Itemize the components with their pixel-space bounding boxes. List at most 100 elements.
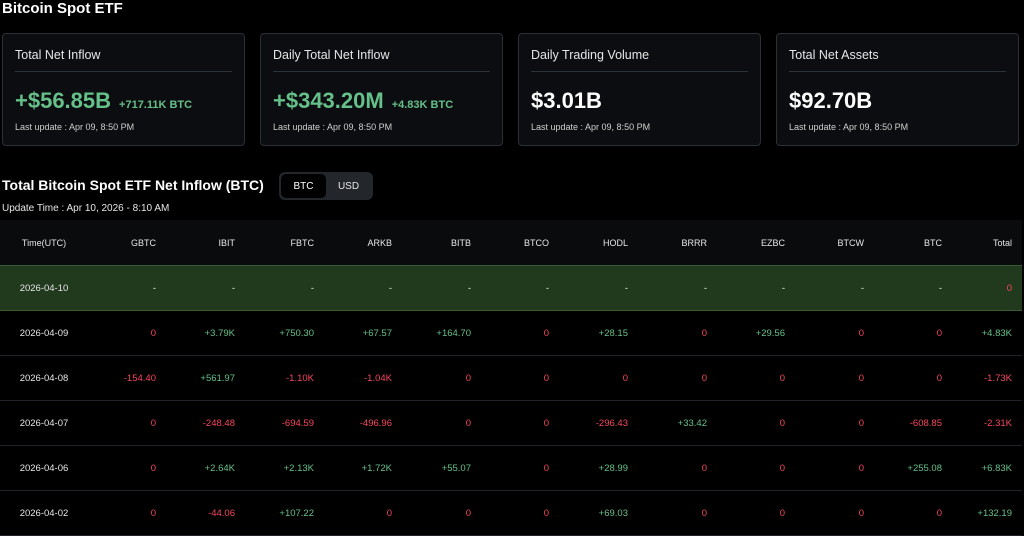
etf-flow-table: Time(UTC) GBTC IBIT FBTC ARKB BITB BTCO HODL BRR…: [0, 220, 1022, 536]
flow-cell: 0: [874, 310, 952, 356]
flow-cell: 0: [638, 310, 717, 356]
flow-cell: 0: [795, 445, 874, 491]
flow-cell: 0: [638, 445, 717, 491]
flow-cell: -: [717, 265, 795, 311]
flow-cell: +255.08: [874, 445, 952, 491]
flow-cell: 0: [874, 355, 952, 401]
flow-cell: 0: [88, 490, 166, 536]
flow-cell: -296.43: [559, 400, 638, 446]
flow-cell: +28.15: [559, 310, 638, 356]
flow-cell: +164.70: [402, 310, 481, 356]
flow-cell: +29.56: [717, 310, 795, 356]
flow-cell: 0: [638, 355, 717, 401]
card-value: $3.01B: [531, 88, 602, 113]
row-date: 2026-04-02: [0, 490, 88, 536]
flow-cell: -608.85: [874, 400, 952, 446]
column-header-btco: BTCO: [481, 220, 559, 266]
flow-cell: +6.83K: [952, 445, 1022, 491]
flow-cell: +750.30: [245, 310, 324, 356]
column-header-ibit: IBIT: [166, 220, 245, 266]
table-row: 2026-04-10- - - - - - - - - - -0: [0, 265, 1022, 311]
flow-cell: 0: [717, 445, 795, 491]
flow-cell: 0: [717, 400, 795, 446]
card-value-row: +$56.85B +717.11K BTC: [15, 88, 192, 114]
card-title: Total Net Assets: [789, 48, 879, 62]
page-title: Bitcoin Spot ETF: [2, 0, 123, 17]
card-divider: [273, 71, 490, 72]
flow-cell: -: [481, 265, 559, 311]
card-title: Daily Trading Volume: [531, 48, 650, 62]
flow-cell: 0: [795, 400, 874, 446]
flow-cell: +1.72K: [324, 445, 402, 491]
flow-cell: +2.13K: [245, 445, 324, 491]
column-header-btc: BTC: [874, 220, 952, 266]
column-header-ezbc: EZBC: [717, 220, 795, 266]
card-divider: [15, 71, 232, 72]
flow-cell: -44.06: [166, 490, 245, 536]
card-sub-value: +4.83K BTC: [391, 99, 454, 111]
flow-cell: -: [795, 265, 874, 311]
flow-cell: 0: [402, 355, 481, 401]
table-row: 2026-04-02 0 -44.06 +107.22 0 0 0 +69.03 0 0 0 0 +13…: [0, 490, 1022, 536]
row-date: 2026-04-10: [0, 265, 88, 311]
flow-cell: 0: [324, 490, 402, 536]
flow-cell: 0: [481, 400, 559, 446]
flow-cell: -1.10K: [245, 355, 324, 401]
card-value: +$343.20M: [273, 88, 384, 113]
row-date: 2026-04-07: [0, 400, 88, 446]
flow-cell: 0: [638, 490, 717, 536]
card-last-update: Last update : Apr 09, 8:50 PM: [15, 122, 135, 132]
toggle-usd-button[interactable]: USD: [337, 180, 360, 192]
section-title: Total Bitcoin Spot ETF Net Inflow (BTC): [2, 177, 264, 193]
toggle-btc-button[interactable]: BTC: [281, 174, 326, 198]
flow-cell: 0: [88, 400, 166, 446]
flow-cell: -496.96: [324, 400, 402, 446]
flow-cell: 0: [795, 490, 874, 536]
column-header-btcw: BTCW: [795, 220, 874, 266]
card-title: Total Net Inflow: [15, 48, 101, 62]
table-row: 2026-04-07 0 -248.48 -694.59 -496.96 0 0 -296.4…: [0, 400, 1022, 446]
flow-cell: -2.31K: [952, 400, 1022, 446]
card-value: $92.70B: [789, 88, 873, 113]
flow-cell: +561.97: [166, 355, 245, 401]
card-last-update: Last update : Apr 09, 8:50 PM: [789, 122, 909, 132]
flow-cell: 0: [402, 400, 481, 446]
flow-cell: +69.03: [559, 490, 638, 536]
flow-cell: 0: [952, 265, 1022, 311]
card-sub-value: +717.11K BTC: [119, 99, 193, 111]
flow-cell: -694.59: [245, 400, 324, 446]
flow-cell: 0: [88, 445, 166, 491]
summary-cards: Total Net Inflow +$56.85B +717.11K BTC Last…: [2, 33, 1022, 146]
flow-cell: 0: [481, 310, 559, 356]
flow-cell: -: [245, 265, 324, 311]
flow-cell: 0: [88, 310, 166, 356]
card-value: +$56.85B: [15, 88, 112, 113]
card-last-update: Last update : Apr 09, 8:50 PM: [531, 122, 651, 132]
flow-cell: 0: [559, 355, 638, 401]
column-header-brrr: BRRR: [638, 220, 717, 266]
flow-cell: 0: [402, 490, 481, 536]
flow-cell: +67.57: [324, 310, 402, 356]
card-value-row: $3.01B: [531, 88, 602, 114]
flow-cell: -1.73K: [952, 355, 1022, 401]
column-header-hodl: HODL: [559, 220, 638, 266]
row-date: 2026-04-06: [0, 445, 88, 491]
column-header-gbtc: GBTC: [88, 220, 166, 266]
card-title: Daily Total Net Inflow: [273, 48, 390, 62]
card-last-update: Last update : Apr 09, 8:50 PM: [273, 122, 393, 132]
summary-card: Daily Trading Volume $3.01B Last update : …: [518, 33, 761, 146]
table-row: 2026-04-06 0 +2.64K +2.13K +1.72K +55.07 0 +28.…: [0, 445, 1022, 491]
flow-cell: -: [402, 265, 481, 311]
card-value-row: +$343.20M +4.83K BTC: [273, 88, 453, 114]
flow-cell: -: [638, 265, 717, 311]
card-divider: [789, 71, 1006, 72]
flow-cell: +132.19: [952, 490, 1022, 536]
flow-cell: -248.48: [166, 400, 245, 446]
flow-cell: -: [324, 265, 402, 311]
summary-card: Daily Total Net Inflow +$343.20M +4.83K BT…: [260, 33, 503, 146]
flow-cell: 0: [874, 490, 952, 536]
flow-cell: -: [88, 265, 166, 311]
flow-cell: 0: [717, 355, 795, 401]
flow-cell: -1.04K: [324, 355, 402, 401]
card-value-row: $92.70B: [789, 88, 872, 114]
